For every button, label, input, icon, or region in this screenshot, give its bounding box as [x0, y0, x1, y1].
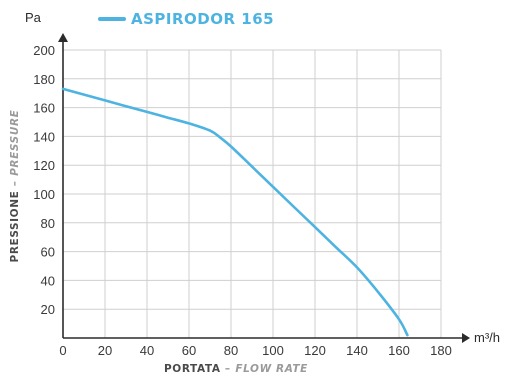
- y-tick-label: 120: [33, 158, 55, 173]
- y-tick-label: 20: [41, 302, 55, 317]
- y-unit-label: Pa: [25, 10, 42, 25]
- x-tick-label: 60: [182, 343, 196, 358]
- y-axis-title-it: PRESSIONE: [9, 191, 21, 263]
- x-tick-label: 20: [98, 343, 112, 358]
- x-tick-label: 160: [388, 343, 410, 358]
- y-tick-label: 140: [33, 129, 55, 144]
- y-tick-label: 200: [33, 43, 55, 58]
- legend-label: ASPIRODOR 165: [131, 10, 274, 28]
- y-axis-title-separator: –: [9, 180, 21, 186]
- x-tick-labels: 0 20 40 60 80 100 120 140 160 180: [59, 343, 451, 358]
- y-axis-title: PRESSIONE – PRESSURE: [5, 109, 22, 262]
- y-tick-label: 160: [33, 101, 55, 116]
- x-axis-title-it: PORTATA: [164, 363, 221, 375]
- x-axis-title-en: FLOW RATE: [235, 363, 308, 375]
- y-tick-label: 80: [41, 216, 55, 231]
- y-tick-label: 60: [41, 245, 55, 260]
- y-axis-arrow-icon: [58, 33, 68, 42]
- x-tick-label: 140: [346, 343, 368, 358]
- x-axis-arrow-icon: [462, 333, 470, 343]
- series: [61, 87, 409, 337]
- y-tick-labels: 20 40 60 80 100 120 140 160 180 200: [33, 43, 55, 317]
- x-tick-label: 80: [224, 343, 238, 358]
- legend: ASPIRODOR 165: [98, 10, 274, 28]
- y-axis-title-en: PRESSURE: [9, 109, 21, 176]
- axes: [58, 33, 470, 343]
- y-tick-label: 180: [33, 72, 55, 87]
- x-tick-label: 40: [140, 343, 154, 358]
- x-tick-label: 100: [262, 343, 284, 358]
- x-unit-label: m³/h: [474, 330, 500, 345]
- x-axis-title-separator: –: [225, 363, 231, 375]
- y-tick-label: 40: [41, 273, 55, 288]
- grid: [63, 49, 442, 338]
- x-tick-label: 120: [304, 343, 326, 358]
- x-tick-label: 0: [59, 343, 66, 358]
- x-axis-title: PORTATA – FLOW RATE: [164, 359, 308, 376]
- x-tick-label: 180: [430, 343, 452, 358]
- series-line: [61, 87, 409, 337]
- y-tick-label: 100: [33, 187, 55, 202]
